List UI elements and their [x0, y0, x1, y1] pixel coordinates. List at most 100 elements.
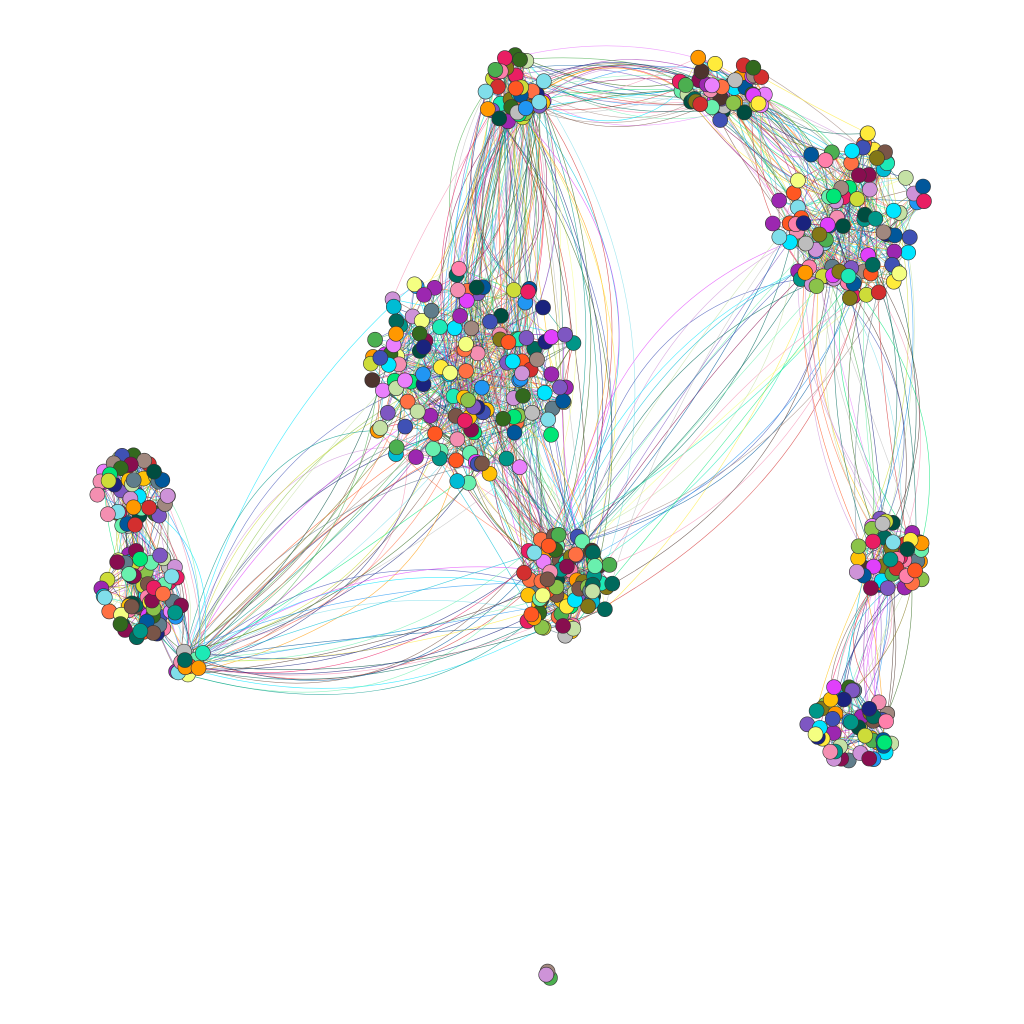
graph-node[interactable] — [415, 339, 432, 355]
graph-node[interactable] — [899, 541, 916, 557]
graph-node[interactable] — [538, 966, 555, 983]
graph-node[interactable] — [771, 229, 788, 245]
graph-node[interactable] — [388, 439, 405, 456]
graph-node[interactable] — [468, 279, 485, 296]
graph-node[interactable] — [891, 265, 908, 282]
graph-node[interactable] — [580, 598, 596, 615]
graph-node[interactable] — [543, 426, 559, 443]
graph-node[interactable] — [835, 218, 851, 234]
graph-node[interactable] — [145, 625, 162, 641]
graph-node[interactable] — [597, 601, 613, 618]
graph-node[interactable] — [167, 604, 183, 621]
graph-node[interactable] — [516, 564, 532, 581]
graph-node[interactable] — [506, 424, 523, 441]
graph-node[interactable] — [864, 256, 881, 273]
graph-node[interactable] — [415, 366, 431, 383]
graph-node[interactable] — [692, 96, 709, 112]
graph-node[interactable] — [587, 558, 603, 574]
graph-node[interactable] — [601, 557, 618, 573]
graph-node[interactable] — [764, 215, 781, 232]
graph-node[interactable] — [543, 366, 560, 382]
graph-node[interactable] — [534, 587, 551, 604]
graph-node[interactable] — [123, 598, 140, 615]
graph-node[interactable] — [897, 170, 914, 186]
graph-node[interactable] — [385, 298, 402, 315]
graph-node[interactable] — [885, 202, 902, 219]
graph-node[interactable] — [797, 235, 814, 252]
graph-node[interactable] — [584, 583, 601, 600]
graph-node[interactable] — [531, 94, 548, 110]
graph-node[interactable] — [857, 727, 873, 744]
graph-node[interactable] — [100, 472, 117, 489]
graph-node[interactable] — [512, 51, 528, 68]
graph-node[interactable] — [574, 533, 591, 550]
graph-node[interactable] — [500, 334, 517, 350]
graph-node[interactable] — [458, 363, 474, 379]
graph-node[interactable] — [725, 95, 742, 111]
graph-node[interactable] — [515, 388, 531, 404]
graph-node[interactable] — [125, 472, 142, 488]
graph-node[interactable] — [457, 412, 473, 429]
graph-node[interactable] — [514, 365, 530, 382]
graph-node[interactable] — [112, 616, 129, 632]
graph-node[interactable] — [477, 83, 494, 100]
graph-node[interactable] — [849, 191, 865, 207]
graph-node[interactable] — [523, 606, 540, 623]
graph-node[interactable] — [474, 455, 490, 472]
graph-node[interactable] — [100, 506, 116, 522]
graph-node[interactable] — [450, 282, 466, 298]
graph-node[interactable] — [146, 463, 162, 480]
graph-node[interactable] — [372, 420, 389, 436]
graph-node[interactable] — [771, 192, 787, 209]
graph-node[interactable] — [163, 568, 180, 585]
graph-node[interactable] — [863, 580, 879, 596]
graph-node[interactable] — [397, 418, 413, 435]
graph-node[interactable] — [825, 188, 842, 204]
graph-node[interactable] — [803, 146, 819, 163]
graph-node[interactable] — [826, 679, 842, 695]
graph-node[interactable] — [745, 59, 762, 76]
graph-node[interactable] — [406, 276, 423, 293]
graph-node[interactable] — [539, 571, 556, 588]
graph-node[interactable] — [543, 329, 560, 345]
graph-node[interactable] — [511, 459, 528, 476]
graph-node[interactable] — [750, 95, 767, 112]
graph-node[interactable] — [125, 499, 142, 516]
graph-node[interactable] — [870, 284, 887, 301]
graph-node[interactable] — [177, 652, 193, 668]
graph-node[interactable] — [808, 703, 825, 719]
graph-node[interactable] — [459, 292, 475, 309]
graph-node[interactable] — [155, 585, 171, 602]
graph-node[interactable] — [458, 336, 474, 352]
graph-node[interactable] — [604, 575, 621, 592]
graph-node[interactable] — [693, 63, 710, 80]
graph-node[interactable] — [409, 403, 426, 420]
graph-node[interactable] — [797, 264, 814, 281]
graph-node[interactable] — [824, 711, 841, 727]
graph-node[interactable] — [96, 589, 113, 606]
graph-node[interactable] — [520, 283, 536, 300]
graph-node[interactable] — [808, 278, 825, 294]
graph-node[interactable] — [540, 537, 557, 554]
graph-node[interactable] — [132, 551, 148, 567]
graph-node[interactable] — [822, 743, 839, 760]
graph-node[interactable] — [848, 564, 865, 580]
graph-node[interactable] — [555, 393, 571, 409]
graph-node[interactable] — [840, 268, 857, 284]
graph-node[interactable] — [367, 331, 383, 348]
graph-node[interactable] — [518, 330, 535, 346]
graph-node[interactable] — [915, 178, 931, 195]
graph-node[interactable] — [707, 56, 723, 72]
graph-node[interactable] — [452, 308, 468, 324]
graph-node[interactable] — [141, 499, 157, 516]
graph-node[interactable] — [121, 566, 137, 582]
graph-node[interactable] — [842, 290, 858, 306]
graph-node[interactable] — [498, 450, 515, 467]
graph-node[interactable] — [900, 244, 917, 261]
graph-node[interactable] — [480, 101, 496, 117]
graph-node[interactable] — [372, 350, 389, 366]
graph-node[interactable] — [495, 410, 511, 427]
graph-node[interactable] — [790, 172, 806, 189]
graph-node[interactable] — [460, 392, 476, 409]
graph-node[interactable] — [550, 527, 567, 543]
